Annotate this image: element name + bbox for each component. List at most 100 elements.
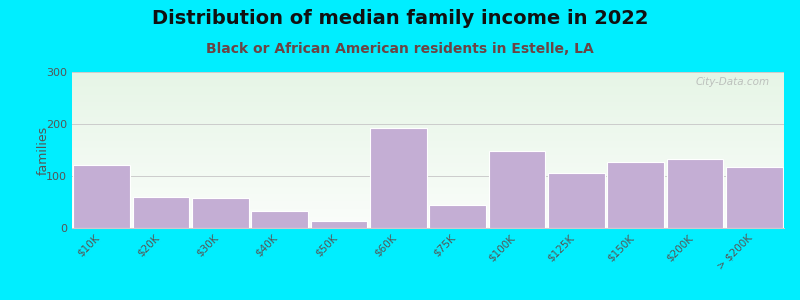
Bar	[72, 216, 784, 217]
Bar	[72, 192, 784, 193]
Bar	[72, 147, 784, 148]
Bar	[72, 181, 784, 182]
Bar	[72, 107, 784, 108]
Bar	[72, 95, 784, 96]
Bar	[72, 154, 784, 155]
Bar	[72, 144, 784, 145]
Bar	[72, 193, 784, 194]
Bar	[72, 81, 784, 82]
Bar	[72, 157, 784, 158]
Bar	[72, 99, 784, 100]
Bar	[72, 209, 784, 210]
Bar	[72, 190, 784, 191]
Bar	[72, 134, 784, 135]
Bar	[72, 145, 784, 146]
Bar	[72, 94, 784, 95]
Bar	[72, 196, 784, 197]
Bar	[72, 153, 784, 154]
Bar	[726, 167, 782, 228]
Bar	[72, 204, 784, 205]
Bar	[72, 96, 784, 97]
Text: Distribution of median family income in 2022: Distribution of median family income in …	[152, 9, 648, 28]
Bar	[72, 220, 784, 221]
Bar	[72, 92, 784, 93]
Bar	[72, 84, 784, 85]
Bar	[72, 139, 784, 140]
Bar	[72, 143, 784, 144]
Bar	[72, 174, 784, 175]
Bar	[72, 224, 784, 225]
Bar	[72, 166, 784, 167]
Bar	[72, 212, 784, 213]
Bar	[72, 183, 784, 184]
Bar	[72, 164, 784, 165]
Bar	[548, 173, 605, 228]
Bar	[72, 202, 784, 203]
Bar	[72, 123, 784, 124]
Bar	[72, 93, 784, 94]
Bar	[72, 108, 784, 109]
Bar	[72, 138, 784, 139]
Bar	[72, 116, 784, 117]
Bar	[72, 119, 784, 120]
Bar	[72, 98, 784, 99]
Bar	[251, 211, 308, 228]
Bar	[72, 74, 784, 75]
Bar	[72, 225, 784, 226]
Bar	[74, 165, 130, 228]
Bar	[72, 162, 784, 163]
Bar	[72, 188, 784, 189]
Bar	[72, 105, 784, 106]
Bar	[72, 208, 784, 209]
Bar	[489, 151, 545, 228]
Bar	[72, 125, 784, 126]
Bar	[72, 97, 784, 98]
Bar	[72, 165, 784, 166]
Bar	[72, 179, 784, 180]
Bar	[72, 210, 784, 211]
Bar	[72, 78, 784, 79]
Bar	[72, 184, 784, 185]
Bar	[667, 159, 723, 228]
Bar	[72, 100, 784, 101]
Bar	[72, 148, 784, 149]
Bar	[72, 215, 784, 216]
Bar	[192, 198, 249, 228]
Bar	[72, 124, 784, 125]
Bar	[72, 77, 784, 78]
Bar	[133, 197, 189, 228]
Bar	[72, 159, 784, 160]
Bar	[72, 187, 784, 188]
Bar	[72, 129, 784, 130]
Bar	[72, 114, 784, 115]
Bar	[72, 167, 784, 168]
Bar	[72, 83, 784, 84]
Bar	[72, 171, 784, 172]
Bar	[72, 72, 784, 73]
Bar	[72, 130, 784, 131]
Bar	[72, 90, 784, 91]
Bar	[72, 195, 784, 196]
Bar	[72, 173, 784, 174]
Bar	[72, 218, 784, 219]
Bar	[72, 194, 784, 195]
Bar	[72, 150, 784, 151]
Bar	[72, 168, 784, 169]
Bar	[72, 177, 784, 178]
Bar	[72, 122, 784, 123]
Bar	[72, 200, 784, 201]
Bar	[72, 191, 784, 192]
Bar	[72, 128, 784, 129]
Bar	[72, 198, 784, 199]
Bar	[72, 126, 784, 127]
Bar	[72, 219, 784, 220]
Bar	[72, 213, 784, 214]
Bar	[72, 175, 784, 176]
Bar	[72, 111, 784, 112]
Bar	[72, 152, 784, 153]
Bar	[72, 109, 784, 110]
Bar	[72, 201, 784, 202]
Bar	[72, 226, 784, 227]
Bar	[72, 189, 784, 190]
Bar	[72, 222, 784, 223]
